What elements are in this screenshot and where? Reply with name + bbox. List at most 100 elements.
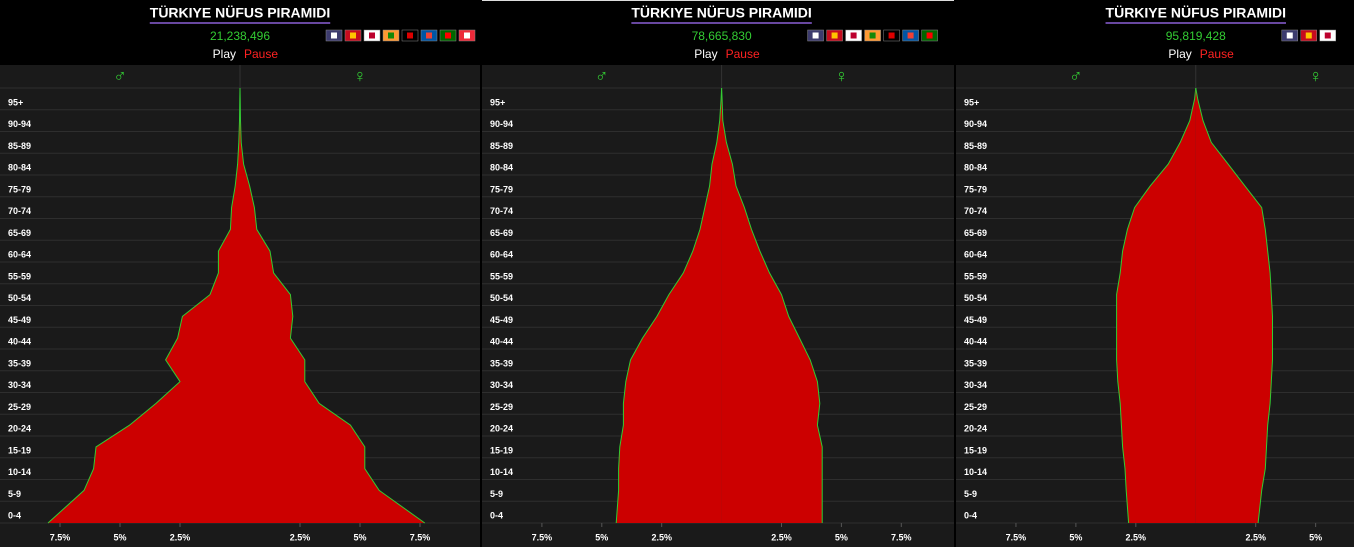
- age-label: 50-54: [490, 293, 513, 303]
- age-label: 80-84: [8, 163, 31, 173]
- legend-male: ♂: [113, 66, 127, 86]
- population-outline: [615, 87, 723, 524]
- population-area: [240, 88, 425, 523]
- population: 95,819,428: [1166, 29, 1226, 43]
- age-label: 60-64: [490, 250, 513, 260]
- population: 78,665,830: [692, 29, 752, 43]
- language-flag-detail: [1286, 32, 1293, 39]
- legend-female: ♀: [353, 66, 367, 86]
- age-label: 10-14: [8, 467, 31, 477]
- x-tick-label: 7.5%: [410, 532, 431, 542]
- pyramid-panel: TÜRKIYE NÜFUS PIRAMIDI 21,238,496 Play Paus…: [0, 0, 480, 547]
- age-label: 75-79: [8, 184, 31, 194]
- age-label: 20-24: [8, 424, 31, 434]
- play-button[interactable]: Play: [1168, 47, 1191, 61]
- age-label: 40-44: [964, 337, 987, 347]
- age-label: 35-39: [964, 358, 987, 368]
- age-label: 45-49: [8, 315, 31, 325]
- age-label: 60-64: [964, 250, 987, 260]
- age-label: 5-9: [490, 489, 503, 499]
- language-flag-detail: [388, 32, 394, 39]
- x-tick-label: 2.5%: [771, 532, 792, 542]
- language-flag-detail: [331, 32, 337, 39]
- population-area: [616, 88, 722, 523]
- x-tick-label: 5%: [1069, 532, 1082, 542]
- population-area: [1116, 88, 1196, 523]
- age-label: 40-44: [490, 337, 513, 347]
- age-label: 20-24: [964, 424, 987, 434]
- pause-button[interactable]: Pause: [726, 47, 760, 61]
- age-label: 95+: [8, 97, 23, 107]
- language-flag-detail: [869, 32, 876, 39]
- age-label: 45-49: [490, 315, 513, 325]
- chart-title: TÜRKIYE NÜFUS PIRAMIDI: [1106, 5, 1286, 21]
- language-flag-detail: [812, 32, 819, 39]
- chart-title: TÜRKIYE NÜFUS PIRAMIDI: [150, 5, 330, 21]
- population-area: [1195, 88, 1273, 523]
- play-button[interactable]: Play: [213, 47, 236, 61]
- population-outline: [721, 87, 823, 523]
- legend-female: ♀: [1309, 66, 1323, 86]
- language-flag-detail: [1305, 32, 1312, 39]
- age-label: 5-9: [8, 489, 21, 499]
- age-label: 45-49: [964, 315, 987, 325]
- population: 21,238,496: [210, 29, 270, 43]
- age-label: 70-74: [490, 206, 513, 216]
- x-tick-label: 5%: [353, 532, 366, 542]
- x-tick-label: 7.5%: [50, 532, 71, 542]
- language-flag-detail: [426, 32, 432, 39]
- language-flag-detail: [445, 32, 451, 39]
- age-label: 70-74: [964, 206, 987, 216]
- age-label: 50-54: [8, 293, 31, 303]
- age-label: 20-24: [490, 424, 513, 434]
- age-label: 75-79: [964, 184, 987, 194]
- x-tick-label: 2.5%: [1126, 532, 1147, 542]
- pause-button[interactable]: Pause: [244, 47, 278, 61]
- pyramid-panel: TÜRKIYE NÜFUS PIRAMIDI 95,819,428 Play Paus…: [956, 0, 1354, 547]
- x-tick-label: 5%: [113, 532, 126, 542]
- population-outline: [1116, 87, 1197, 524]
- legend-male: ♂: [595, 66, 609, 86]
- age-label: 55-59: [490, 271, 513, 281]
- population-area: [721, 88, 823, 523]
- language-flag-detail: [1324, 32, 1331, 39]
- legend-female: ♀: [835, 66, 849, 86]
- age-label: 90-94: [490, 119, 513, 129]
- chart-title: TÜRKIYE NÜFUS PIRAMIDI: [631, 5, 811, 21]
- population-area: [48, 88, 240, 523]
- age-label: 85-89: [8, 141, 31, 151]
- age-label: 15-19: [964, 445, 987, 455]
- age-label: 75-79: [490, 184, 513, 194]
- population-outline: [47, 87, 241, 524]
- age-label: 95+: [490, 97, 505, 107]
- age-label: 55-59: [964, 271, 987, 281]
- legend-male: ♂: [1069, 66, 1083, 86]
- age-label: 65-69: [964, 228, 987, 238]
- age-label: 55-59: [8, 271, 31, 281]
- age-label: 0-4: [8, 511, 21, 521]
- language-flag-detail: [926, 32, 933, 39]
- language-flag-detail: [888, 32, 895, 39]
- x-tick-label: 5%: [595, 532, 608, 542]
- language-flag-detail: [831, 32, 838, 39]
- age-label: 10-14: [964, 467, 987, 477]
- age-label: 15-19: [490, 445, 513, 455]
- age-label: 35-39: [8, 358, 31, 368]
- language-flag-detail: [907, 32, 914, 39]
- age-label: 70-74: [8, 206, 31, 216]
- age-label: 35-39: [490, 358, 513, 368]
- x-tick-label: 5%: [835, 532, 848, 542]
- age-label: 60-64: [8, 250, 31, 260]
- population-outline: [239, 87, 426, 524]
- age-label: 85-89: [964, 141, 987, 151]
- age-label: 25-29: [490, 402, 513, 412]
- age-label: 30-34: [964, 380, 987, 390]
- pause-button[interactable]: Pause: [1200, 47, 1234, 61]
- population-outline: [1195, 87, 1273, 524]
- age-label: 65-69: [8, 228, 31, 238]
- language-flag-detail: [369, 32, 375, 39]
- age-label: 80-84: [490, 163, 513, 173]
- age-label: 5-9: [964, 489, 977, 499]
- play-button[interactable]: Play: [694, 47, 717, 61]
